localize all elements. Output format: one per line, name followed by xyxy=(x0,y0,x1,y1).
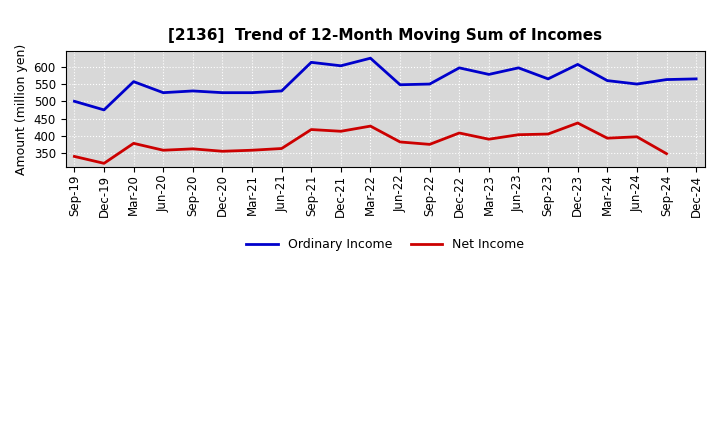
Y-axis label: Amount (million yen): Amount (million yen) xyxy=(15,44,28,175)
Net Income xyxy=(277,146,286,151)
Ordinary Income xyxy=(277,88,286,94)
Net Income xyxy=(366,124,375,129)
Ordinary Income xyxy=(248,90,256,95)
Net Income xyxy=(603,136,611,141)
Net Income xyxy=(336,128,345,134)
Net Income xyxy=(455,130,464,136)
Ordinary Income xyxy=(573,62,582,67)
Ordinary Income xyxy=(603,78,611,83)
Ordinary Income xyxy=(307,60,315,65)
Legend: Ordinary Income, Net Income: Ordinary Income, Net Income xyxy=(241,233,529,256)
Ordinary Income xyxy=(99,107,108,113)
Net Income xyxy=(633,134,642,139)
Line: Ordinary Income: Ordinary Income xyxy=(74,58,696,110)
Ordinary Income xyxy=(544,76,552,81)
Ordinary Income xyxy=(455,65,464,70)
Title: [2136]  Trend of 12-Month Moving Sum of Incomes: [2136] Trend of 12-Month Moving Sum of I… xyxy=(168,28,603,43)
Ordinary Income xyxy=(218,90,227,95)
Net Income xyxy=(485,136,493,142)
Net Income xyxy=(573,121,582,126)
Ordinary Income xyxy=(70,99,78,104)
Net Income xyxy=(307,127,315,132)
Ordinary Income xyxy=(130,79,138,84)
Net Income xyxy=(248,147,256,153)
Net Income xyxy=(662,151,671,156)
Line: Net Income: Net Income xyxy=(74,123,667,163)
Net Income xyxy=(218,149,227,154)
Net Income xyxy=(426,142,434,147)
Net Income xyxy=(189,146,197,151)
Ordinary Income xyxy=(485,72,493,77)
Net Income xyxy=(544,132,552,137)
Ordinary Income xyxy=(189,88,197,94)
Ordinary Income xyxy=(633,81,642,87)
Net Income xyxy=(514,132,523,137)
Ordinary Income xyxy=(692,76,701,81)
Ordinary Income xyxy=(662,77,671,82)
Net Income xyxy=(130,141,138,146)
Net Income xyxy=(396,139,405,145)
Net Income xyxy=(159,147,168,153)
Ordinary Income xyxy=(336,63,345,69)
Ordinary Income xyxy=(426,81,434,87)
Ordinary Income xyxy=(514,65,523,70)
Ordinary Income xyxy=(159,90,168,95)
Net Income xyxy=(99,161,108,166)
Ordinary Income xyxy=(396,82,405,88)
Net Income xyxy=(70,154,78,159)
Ordinary Income xyxy=(366,55,375,61)
